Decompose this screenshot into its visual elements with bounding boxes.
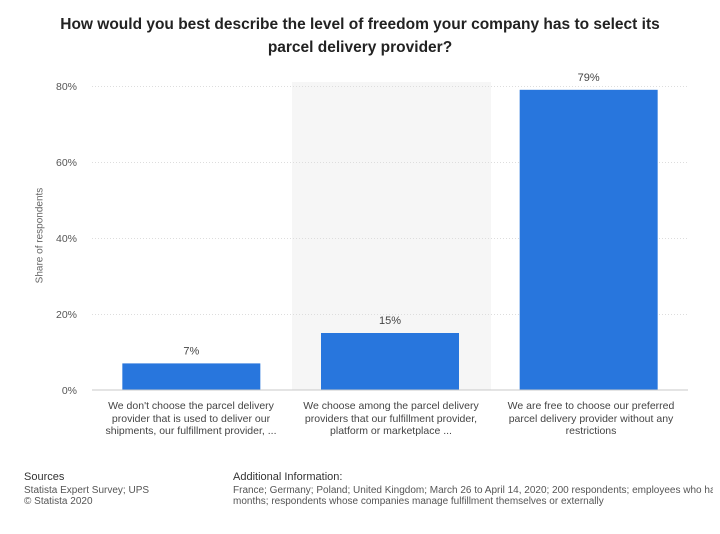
category-label-1-line-2: provider that is used to deliver our bbox=[111, 412, 271, 425]
data-label: 7% bbox=[183, 345, 199, 357]
data-label: 15% bbox=[379, 315, 401, 327]
chart-title: How would you best describe the level of… bbox=[40, 13, 680, 59]
sources-line-1: Statista Expert Survey; UPS bbox=[24, 484, 150, 496]
sources-line-2: © Statista 2020 bbox=[24, 496, 93, 507]
category-label-3-line-3: restrictions bbox=[565, 425, 617, 437]
category-label-1: We don't choose the parcel delivery prov… bbox=[96, 400, 286, 438]
bar[interactable] bbox=[321, 333, 459, 390]
bar-chart: 0% 20% 40% 60% 80% 7% 15% 79% bbox=[56, 72, 688, 397]
category-label-1-line-3: shipments, our fulfillment provider, ... bbox=[105, 425, 277, 437]
category-label-3-line-2: parcel delivery provider without any bbox=[508, 412, 674, 425]
sources-header: Sources bbox=[24, 471, 65, 483]
bar[interactable] bbox=[519, 89, 658, 391]
additional-info-line-2: months; respondents whose companies mana… bbox=[233, 496, 604, 507]
additional-info-header: Additional Information: bbox=[233, 472, 343, 483]
y-tick-label: 60% bbox=[56, 157, 77, 169]
category-label-2: We choose among the parcel delivery prov… bbox=[296, 400, 486, 438]
bars bbox=[122, 89, 658, 391]
category-label-2-line-3: platform or marketplace ... bbox=[330, 425, 452, 437]
category-label-2-line-1: We choose among the parcel delivery bbox=[303, 400, 479, 412]
y-axis-label: Share of respondents bbox=[34, 187, 46, 284]
bar[interactable] bbox=[122, 363, 261, 390]
chart-title-line-2: parcel delivery provider? bbox=[267, 39, 453, 56]
category-label-1-line-1: We don't choose the parcel delivery bbox=[108, 400, 274, 412]
y-tick-label: 0% bbox=[62, 385, 77, 397]
chart-title-line-1: How would you best describe the level of… bbox=[60, 16, 660, 33]
additional-info-line-1: France; Germany; Poland; United Kingdom;… bbox=[233, 484, 713, 496]
y-tick-label: 80% bbox=[56, 81, 77, 93]
y-tick-label: 20% bbox=[56, 309, 77, 321]
category-label-2-line-2: providers that our fulfillment provider, bbox=[304, 412, 478, 425]
additional-info-block: Additional Information: France; Germany;… bbox=[233, 472, 713, 508]
value-labels: 7% 15% 79% bbox=[183, 72, 600, 358]
data-label: 79% bbox=[578, 72, 600, 84]
sources-block: Sources Statista Expert Survey; UPS © St… bbox=[24, 471, 150, 508]
y-tick-label: 40% bbox=[56, 233, 77, 245]
y-tick-labels: 0% 20% 40% 60% 80% bbox=[56, 81, 77, 397]
gridlines bbox=[92, 86, 688, 315]
category-label-3: We are free to choose our preferred parc… bbox=[496, 400, 686, 438]
category-label-3-line-1: We are free to choose our preferred bbox=[507, 400, 675, 412]
